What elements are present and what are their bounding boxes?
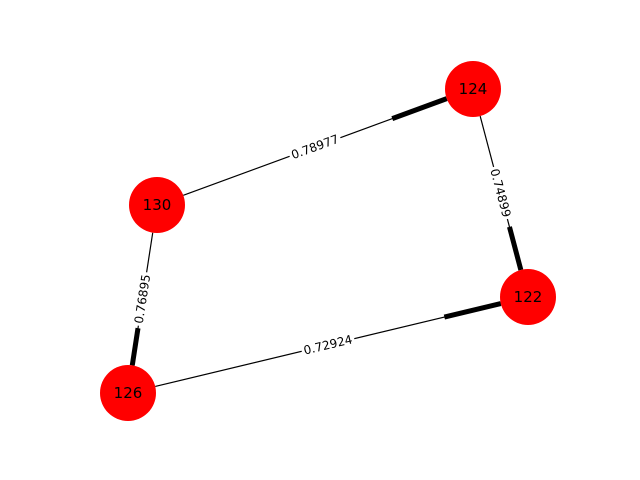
- edge-arrow-124-122: [507, 226, 524, 271]
- node-122: 122: [500, 269, 556, 325]
- node-124: 124: [445, 61, 501, 117]
- nodes-layer: 124 130 122 126: [100, 61, 556, 421]
- edge-label: 0.78977: [289, 132, 340, 162]
- edge-labels-layer: 0.78977 0.74899 0.72924 0.76895: [130, 130, 516, 360]
- edge-label-group: 0.76895: [130, 271, 155, 327]
- node-circle: [129, 177, 185, 233]
- edge-arrow-130-126: [129, 327, 141, 366]
- edge-label-background: [130, 271, 155, 327]
- edge-label-group: 0.78977: [286, 130, 344, 164]
- edge-label-group: 0.74899: [485, 164, 516, 222]
- edge-label: 0.72924: [302, 332, 354, 357]
- node-label: 130: [143, 196, 172, 214]
- edge-label-background: [286, 130, 344, 164]
- node-circle: [500, 269, 556, 325]
- node-label: 126: [114, 384, 143, 402]
- edge-label-background: [299, 330, 357, 360]
- node-label: 122: [514, 288, 543, 306]
- edge-label-background: [485, 164, 516, 222]
- node-130: 130: [129, 177, 185, 233]
- node-circle: [100, 365, 156, 421]
- node-label: 124: [459, 80, 488, 98]
- edge-label: 0.74899: [487, 167, 513, 219]
- edge-arrow-126-122: [443, 301, 502, 320]
- edge-arrow-130-124: [391, 96, 448, 121]
- node-126: 126: [100, 365, 156, 421]
- node-circle: [445, 61, 501, 117]
- edge-label-group: 0.72924: [299, 330, 357, 360]
